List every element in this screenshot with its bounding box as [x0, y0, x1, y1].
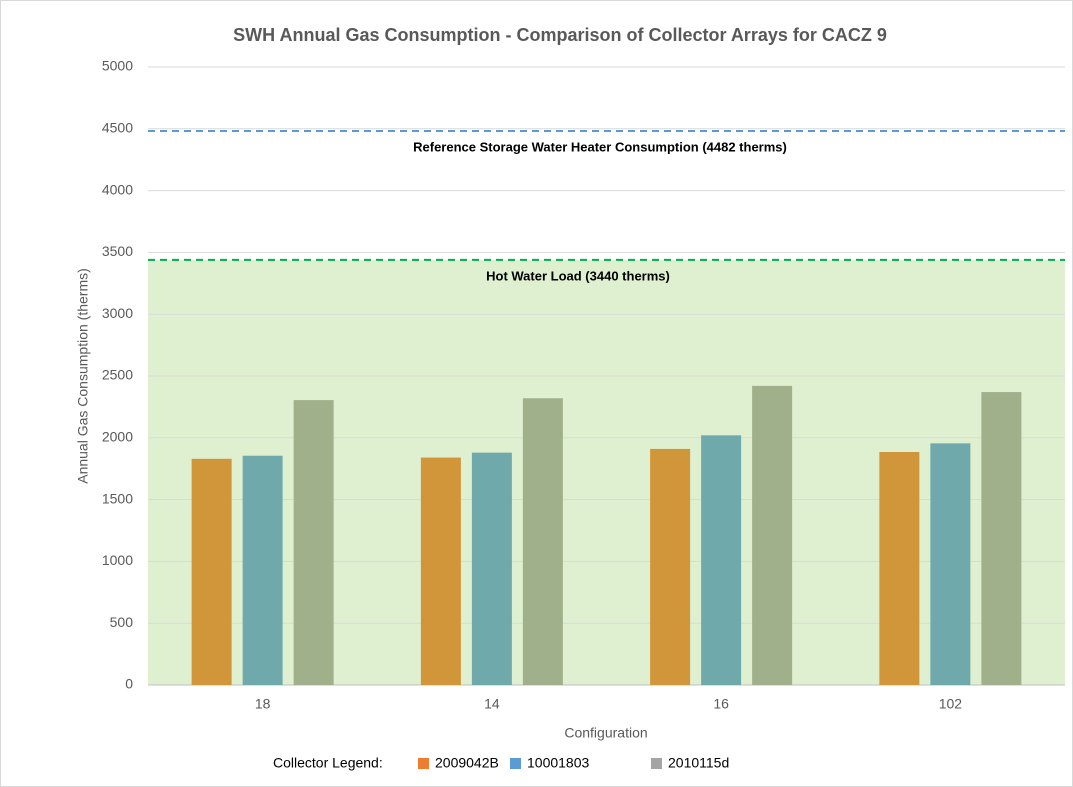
- x-axis-label: Configuration: [564, 725, 647, 741]
- bar: [191, 458, 232, 685]
- legend-label: 10001803: [527, 755, 590, 771]
- y-tick-label: 500: [110, 614, 134, 630]
- legend-swatch: [510, 758, 521, 769]
- y-tick-label: 0: [125, 676, 133, 692]
- x-tick-label: 18: [255, 696, 271, 712]
- reference-label: Reference Storage Water Heater Consumpti…: [413, 139, 787, 154]
- reference-label: Hot Water Load (3440 therms): [486, 268, 670, 283]
- y-tick-label: 3500: [102, 243, 133, 259]
- legend-swatch: [418, 758, 429, 769]
- legend-label: 2009042B: [435, 755, 499, 771]
- bar: [420, 457, 461, 685]
- bar: [752, 385, 793, 685]
- bar: [701, 435, 742, 685]
- y-tick-label: 2500: [102, 367, 133, 383]
- y-tick-label: 1500: [102, 490, 133, 506]
- legend-swatch: [651, 758, 662, 769]
- bar: [471, 452, 512, 685]
- bar: [930, 443, 971, 685]
- y-tick-label: 2000: [102, 429, 133, 445]
- x-tick-label: 102: [939, 696, 963, 712]
- bar: [522, 398, 563, 685]
- bar: [981, 392, 1022, 685]
- y-tick-label: 3000: [102, 305, 133, 321]
- y-tick-label: 4000: [102, 181, 133, 197]
- bar: [650, 448, 691, 685]
- y-axis-label: Annual Gas Consumption (therms): [75, 268, 91, 484]
- y-tick-label: 4500: [102, 120, 133, 136]
- bar: [879, 452, 920, 685]
- legend-title: Collector Legend:: [273, 755, 383, 771]
- x-tick-label: 16: [713, 696, 729, 712]
- bar: [293, 400, 334, 685]
- bar: [242, 455, 283, 685]
- y-tick-label: 1000: [102, 552, 133, 568]
- load-area: [148, 259, 1065, 685]
- chart-title: SWH Annual Gas Consumption - Comparison …: [233, 25, 887, 45]
- x-tick-label: 14: [484, 696, 500, 712]
- y-tick-label: 5000: [102, 58, 133, 74]
- legend-label: 2010115d: [668, 755, 729, 771]
